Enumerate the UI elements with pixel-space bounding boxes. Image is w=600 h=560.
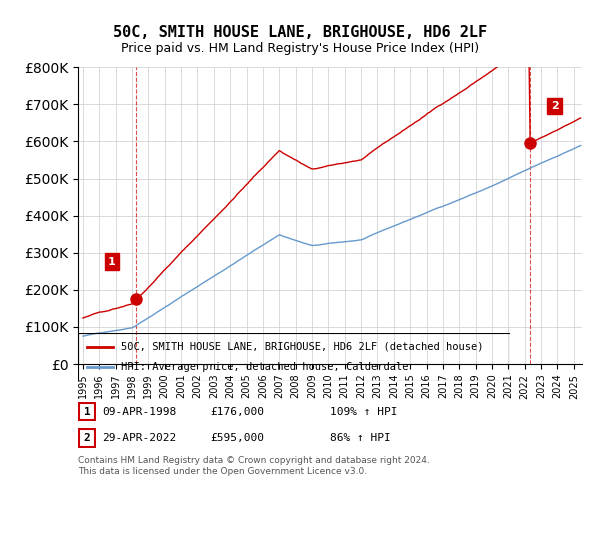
Text: 2: 2 [551,101,559,111]
Text: 109% ↑ HPI: 109% ↑ HPI [330,407,398,417]
Text: 1: 1 [108,256,116,267]
Text: £176,000: £176,000 [210,407,264,417]
Text: 2: 2 [83,433,91,443]
Text: 1: 1 [83,407,91,417]
Text: 09-APR-1998: 09-APR-1998 [102,407,176,417]
Text: 50C, SMITH HOUSE LANE, BRIGHOUSE, HD6 2LF: 50C, SMITH HOUSE LANE, BRIGHOUSE, HD6 2L… [113,25,487,40]
Text: 86% ↑ HPI: 86% ↑ HPI [330,433,391,443]
Text: £595,000: £595,000 [210,433,264,443]
Text: HPI: Average price, detached house, Calderdale: HPI: Average price, detached house, Cald… [121,362,409,372]
Text: 50C, SMITH HOUSE LANE, BRIGHOUSE, HD6 2LF (detached house): 50C, SMITH HOUSE LANE, BRIGHOUSE, HD6 2L… [121,342,484,352]
Text: 29-APR-2022: 29-APR-2022 [102,433,176,443]
Text: Price paid vs. HM Land Registry's House Price Index (HPI): Price paid vs. HM Land Registry's House … [121,42,479,55]
Text: Contains HM Land Registry data © Crown copyright and database right 2024.
This d: Contains HM Land Registry data © Crown c… [78,456,430,476]
